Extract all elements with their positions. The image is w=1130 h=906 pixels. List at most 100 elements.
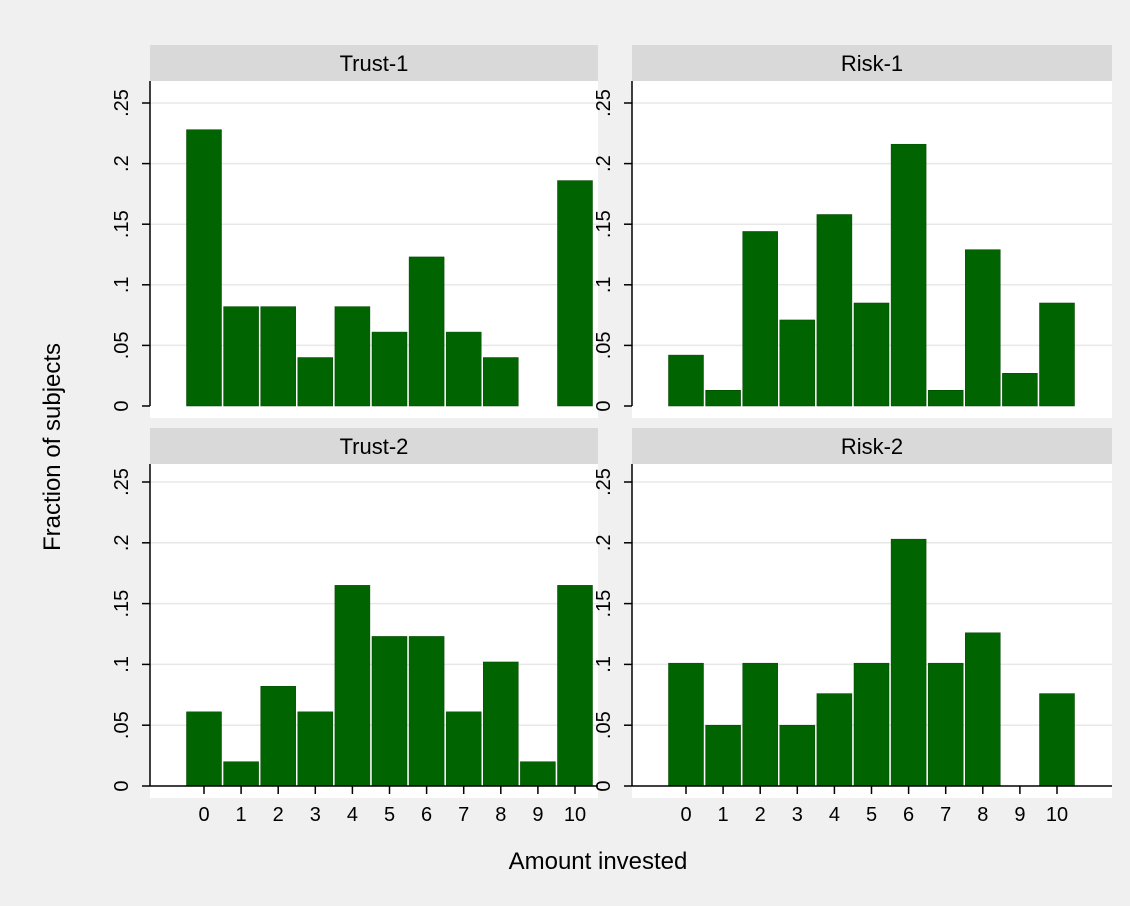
y-tick-label: .2 xyxy=(111,534,133,551)
bar-trust-2-10 xyxy=(557,585,593,787)
y-tick-label: .2 xyxy=(593,155,615,172)
bar-trust-1-4 xyxy=(334,306,371,407)
panel-title: Risk-2 xyxy=(841,434,903,459)
bar-risk-1-3 xyxy=(779,319,816,407)
x-tick-label: 10 xyxy=(564,804,586,826)
panels: Trust-10.05.1.15.2.25Risk-10.05.1.15.2.2… xyxy=(111,45,1112,826)
bar-risk-2-0 xyxy=(668,662,704,787)
y-tick-label: .1 xyxy=(111,276,133,293)
panel-risk-1: Risk-1 0 .05 .1 .15 .2 .25 xyxy=(593,45,1112,418)
bar-risk-2-7 xyxy=(927,662,964,787)
bar-risk-1-10 xyxy=(1039,302,1075,407)
y-axis-title: Fraction of subjects xyxy=(39,343,66,551)
y-tick-label: .15 xyxy=(111,210,133,238)
y-tick-label: .05 xyxy=(111,331,133,359)
bar-trust-2-1 xyxy=(223,761,259,787)
bar-trust-2-5 xyxy=(371,636,408,787)
bar-risk-2-4 xyxy=(816,693,853,787)
panel-title: Trust-1 xyxy=(340,51,409,76)
x-tick-label: 5 xyxy=(384,804,395,826)
bar-risk-2-2 xyxy=(742,662,778,787)
strip-header xyxy=(632,45,1112,81)
y-tick-label: .25 xyxy=(111,468,133,496)
bar-trust-2-8 xyxy=(483,661,519,787)
y-tick-label: .1 xyxy=(593,276,615,293)
y-tick-label: .25 xyxy=(593,89,615,117)
bar-trust-2-7 xyxy=(445,711,482,787)
bar-risk-1-4 xyxy=(816,214,853,407)
y-tick-label: 0 xyxy=(593,400,615,411)
bar-risk-2-10 xyxy=(1039,693,1075,787)
panel-risk-2: Risk-2 0 .05 .1 .15 .2 .25 0 1 2 3 4 5 6 7 8 9 10 xyxy=(593,428,1112,826)
x-tick-label: 5 xyxy=(866,804,877,826)
x-tick-label: 8 xyxy=(977,804,988,826)
x-tick-label: 3 xyxy=(792,804,803,826)
bar-risk-1-1 xyxy=(705,389,741,407)
x-tick-label: 7 xyxy=(940,804,951,826)
bar-risk-1-8 xyxy=(965,249,1001,407)
y-tick-label: 0 xyxy=(111,400,133,411)
y-tick-label: .25 xyxy=(111,89,133,117)
y-tick-label: .2 xyxy=(111,155,133,172)
bar-risk-1-0 xyxy=(668,354,704,407)
x-tick-label: 2 xyxy=(755,804,766,826)
bar-trust-2-9 xyxy=(520,761,556,787)
strip-header xyxy=(150,428,598,464)
bar-trust-2-0 xyxy=(186,711,222,787)
y-tick-label: .15 xyxy=(593,210,615,238)
x-tick-label: 2 xyxy=(273,804,284,826)
bar-risk-1-7 xyxy=(927,389,964,407)
y-tick-label: .05 xyxy=(111,711,133,739)
y-tick-label: 0 xyxy=(111,780,133,791)
bar-trust-1-2 xyxy=(260,306,296,407)
x-axis-title: Amount invested xyxy=(509,848,688,875)
y-tick-label: .15 xyxy=(593,590,615,618)
bar-trust-1-10 xyxy=(557,180,593,407)
panel-trust-2: Trust-2 0 .05 .1 .15 .2 .25 0 1 2 3 4 5 6 7 8 9 10 xyxy=(111,428,598,826)
bar-risk-2-6 xyxy=(890,538,927,787)
panel-trust-1: Trust-1 0 .05 .1 .15 .2 .25 xyxy=(111,45,598,418)
x-tick-label: 0 xyxy=(198,804,209,826)
y-tick-label: .2 xyxy=(593,534,615,551)
panel-title: Risk-1 xyxy=(841,51,903,76)
bar-risk-1-9 xyxy=(1002,373,1038,407)
bar-trust-1-8 xyxy=(483,357,519,407)
y-tick-label: .15 xyxy=(111,590,133,618)
x-tick-label: 8 xyxy=(495,804,506,826)
bar-risk-2-5 xyxy=(853,662,890,787)
x-tick-label: 4 xyxy=(829,804,840,826)
x-tick-label: 9 xyxy=(532,804,543,826)
bar-trust-1-7 xyxy=(445,331,482,407)
bar-trust-1-3 xyxy=(297,357,334,407)
y-tick-label: 0 xyxy=(593,780,615,791)
panel-title: Trust-2 xyxy=(340,434,409,459)
bar-risk-1-2 xyxy=(742,231,778,407)
bar-risk-1-6 xyxy=(890,143,927,407)
bar-risk-1-5 xyxy=(853,302,890,407)
x-tick-label: 3 xyxy=(310,804,321,826)
bar-trust-2-4 xyxy=(334,585,371,787)
x-tick-label: 0 xyxy=(680,804,691,826)
x-tick-label: 9 xyxy=(1014,804,1025,826)
bar-risk-2-1 xyxy=(705,724,741,787)
x-tick-label: 10 xyxy=(1046,804,1068,826)
bar-trust-2-2 xyxy=(260,686,296,787)
x-tick-label: 7 xyxy=(458,804,469,826)
y-tick-label: .25 xyxy=(593,468,615,496)
bar-trust-2-6 xyxy=(408,636,445,787)
y-tick-label: .1 xyxy=(593,656,615,673)
strip-header xyxy=(632,428,1112,464)
bar-risk-2-3 xyxy=(779,724,816,787)
strip-header xyxy=(150,45,598,81)
x-tick-label: 1 xyxy=(236,804,247,826)
x-tick-label: 4 xyxy=(347,804,358,826)
x-tick-label: 1 xyxy=(718,804,729,826)
bar-trust-1-0 xyxy=(186,129,222,407)
x-tick-label: 6 xyxy=(903,804,914,826)
y-tick-label: .1 xyxy=(111,656,133,673)
bar-trust-2-3 xyxy=(297,711,334,787)
y-tick-label: .05 xyxy=(593,711,615,739)
bar-trust-1-5 xyxy=(371,331,408,407)
x-tick-label: 6 xyxy=(421,804,432,826)
